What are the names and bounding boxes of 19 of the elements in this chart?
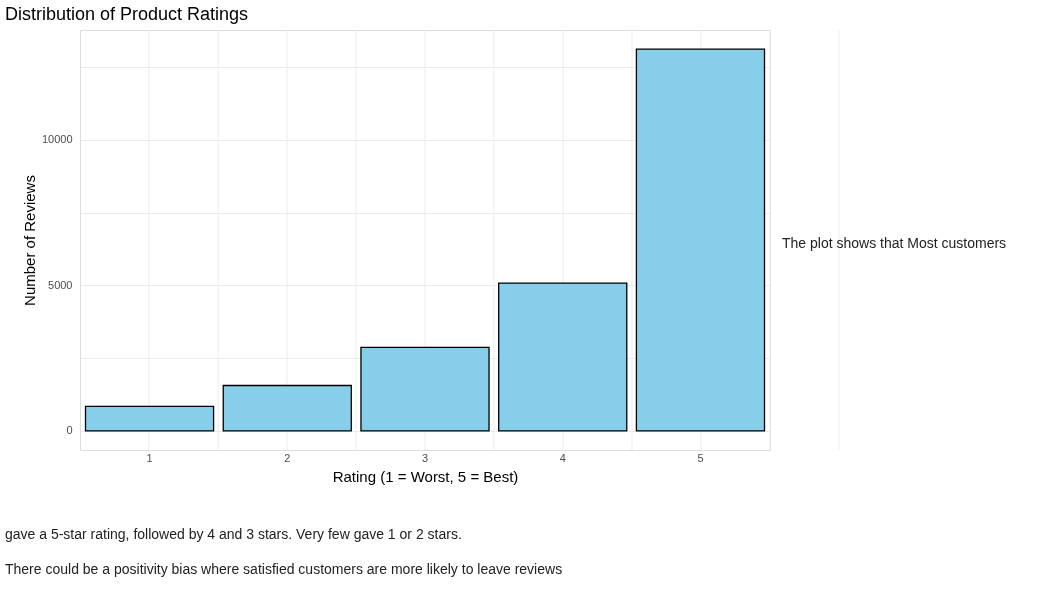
y-tick-label: 0 — [66, 424, 73, 437]
text: The plot shows that Most customers — [782, 235, 1007, 252]
bar — [498, 282, 628, 432]
y-tick-label: 5000 — [48, 278, 73, 291]
text: gave a 5-star rating, followed by 4 and 3 stars. Very few gave 1 or 2 stars. — [5, 526, 462, 542]
x-tick-label: 4 — [559, 451, 566, 464]
bar — [360, 346, 490, 432]
x-axis-title: Rating (1 = Worst, 5 = Best) — [332, 467, 519, 485]
bar — [635, 48, 766, 432]
bar — [84, 405, 215, 432]
x-tick-label: 3 — [421, 451, 429, 464]
y-tick-label: 10000 — [41, 133, 73, 146]
y-axis-title: Number of Reviews — [20, 175, 38, 306]
bar — [222, 384, 352, 432]
x-tick-label: 5 — [697, 451, 704, 464]
x-tick-label: 1 — [146, 451, 153, 464]
chart-title: Distribution of Product Ratings — [5, 3, 249, 24]
x-tick-label: 2 — [284, 451, 291, 464]
text: There could be a positivity bias where satisfied customers are more likely to leave reviews — [5, 561, 563, 577]
